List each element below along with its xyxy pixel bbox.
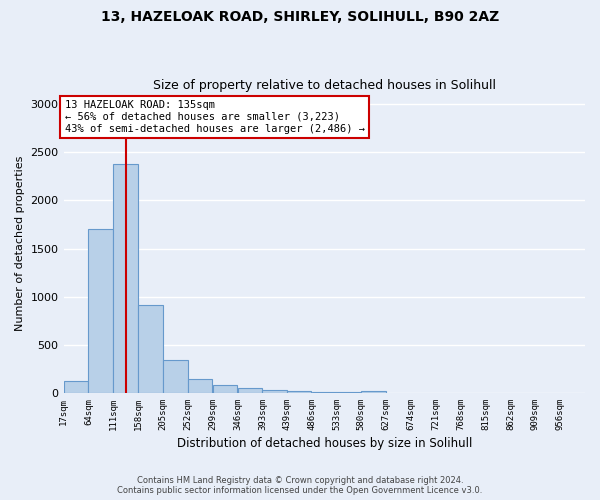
Bar xyxy=(262,390,287,393)
Bar xyxy=(88,230,113,393)
Bar xyxy=(337,392,361,393)
Bar xyxy=(138,306,163,393)
Bar xyxy=(188,380,212,393)
Bar xyxy=(113,164,138,393)
Title: Size of property relative to detached houses in Solihull: Size of property relative to detached ho… xyxy=(153,79,496,92)
Bar xyxy=(311,392,336,393)
Text: 13, HAZELOAK ROAD, SHIRLEY, SOLIHULL, B90 2AZ: 13, HAZELOAK ROAD, SHIRLEY, SOLIHULL, B9… xyxy=(101,10,499,24)
Bar xyxy=(163,360,188,393)
Text: 13 HAZELOAK ROAD: 135sqm
← 56% of detached houses are smaller (3,223)
43% of sem: 13 HAZELOAK ROAD: 135sqm ← 56% of detach… xyxy=(65,100,365,134)
Bar xyxy=(212,385,237,393)
Bar xyxy=(64,382,88,393)
X-axis label: Distribution of detached houses by size in Solihull: Distribution of detached houses by size … xyxy=(176,437,472,450)
Bar xyxy=(361,390,386,393)
Bar xyxy=(287,390,311,393)
Y-axis label: Number of detached properties: Number of detached properties xyxy=(15,156,25,332)
Text: Contains HM Land Registry data © Crown copyright and database right 2024.
Contai: Contains HM Land Registry data © Crown c… xyxy=(118,476,482,495)
Bar xyxy=(238,388,262,393)
